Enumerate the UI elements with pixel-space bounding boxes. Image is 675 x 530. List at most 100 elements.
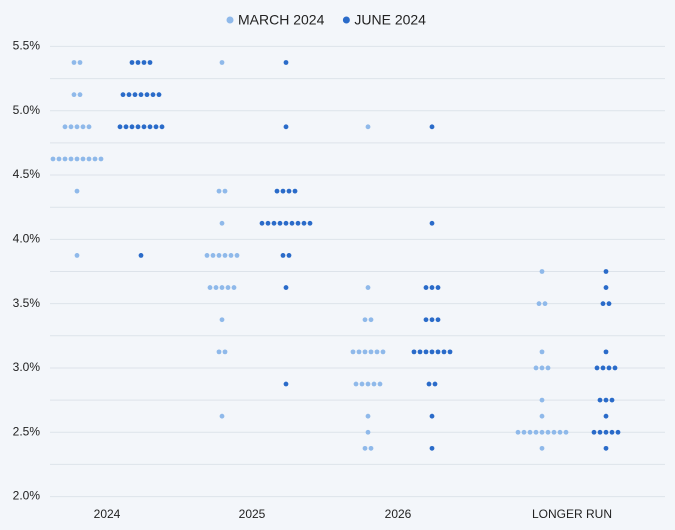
dot [286, 253, 292, 258]
x-tick-label: 2026 [385, 507, 412, 521]
dot [210, 253, 216, 258]
dot [228, 253, 234, 258]
dot [216, 188, 222, 194]
y-tick-label: 4.0% [13, 232, 41, 246]
dot [219, 285, 225, 290]
dot [521, 429, 527, 435]
dot [283, 124, 289, 130]
dot [274, 188, 280, 194]
y-tick-label: 3.5% [13, 296, 41, 310]
dot [289, 220, 295, 226]
dot [222, 253, 228, 258]
dot [365, 381, 371, 387]
dot [539, 413, 545, 419]
dot [350, 349, 356, 355]
dot [533, 365, 539, 371]
dot [353, 381, 359, 387]
dot [423, 349, 429, 355]
dot [429, 317, 435, 323]
dot [283, 60, 289, 65]
dot [135, 60, 141, 65]
dot [56, 156, 62, 162]
dot [286, 188, 292, 194]
dot [204, 253, 210, 258]
dot [138, 253, 144, 258]
dot [147, 124, 153, 130]
dot [429, 124, 435, 130]
dot [92, 156, 98, 162]
y-tick-label: 5.0% [13, 103, 41, 117]
dot [426, 381, 432, 387]
y-tick-label: 3.0% [13, 360, 41, 374]
y-tick-label: 2.0% [13, 489, 41, 503]
dot [612, 365, 618, 371]
dot [368, 317, 374, 323]
dot [545, 429, 551, 435]
dot [539, 269, 545, 274]
dot [606, 365, 612, 371]
dot [429, 349, 435, 355]
dot [259, 220, 265, 226]
dot [77, 60, 83, 65]
dot [429, 285, 435, 290]
dot [356, 349, 362, 355]
dot [362, 349, 368, 355]
dot [74, 188, 80, 194]
dot [292, 188, 298, 194]
dot [365, 413, 371, 419]
dot [435, 349, 441, 355]
dot [515, 429, 521, 435]
dot [144, 92, 150, 98]
dot [80, 156, 86, 162]
dot [219, 317, 225, 323]
dot [603, 269, 609, 274]
dot [423, 285, 429, 290]
dot [219, 413, 225, 419]
dot [411, 349, 417, 355]
legend-marker [342, 16, 350, 24]
dot [539, 429, 545, 435]
dot [380, 349, 386, 355]
dot [153, 124, 159, 130]
dot [603, 429, 609, 435]
dot [536, 301, 542, 307]
dot [359, 381, 365, 387]
dot [423, 317, 429, 323]
dot [365, 429, 371, 435]
dot [615, 429, 621, 435]
dot [222, 188, 228, 194]
dot [377, 381, 383, 387]
dot [129, 60, 135, 65]
dot [295, 220, 301, 226]
dot [432, 381, 438, 387]
y-tick-label: 2.5% [13, 424, 41, 438]
dot [435, 317, 441, 323]
dot [71, 92, 77, 98]
dot [50, 156, 56, 162]
x-tick-label: LONGER RUN [532, 507, 612, 521]
dot [222, 349, 228, 355]
dot [216, 349, 222, 355]
dot [597, 429, 603, 435]
dot [120, 92, 126, 98]
dot [283, 381, 289, 387]
dot [368, 349, 374, 355]
dot [283, 285, 289, 290]
dot [301, 220, 307, 226]
dot [159, 124, 165, 130]
dot [429, 445, 435, 451]
dot [147, 60, 153, 65]
dot [280, 253, 286, 258]
dot [283, 220, 289, 226]
dot [600, 365, 606, 371]
dot [417, 349, 423, 355]
y-tick-label: 5.5% [13, 39, 41, 53]
dot [271, 220, 277, 226]
dot [365, 124, 371, 130]
dot [591, 429, 597, 435]
dot [207, 285, 213, 290]
dot [231, 285, 237, 290]
dot [86, 124, 92, 130]
